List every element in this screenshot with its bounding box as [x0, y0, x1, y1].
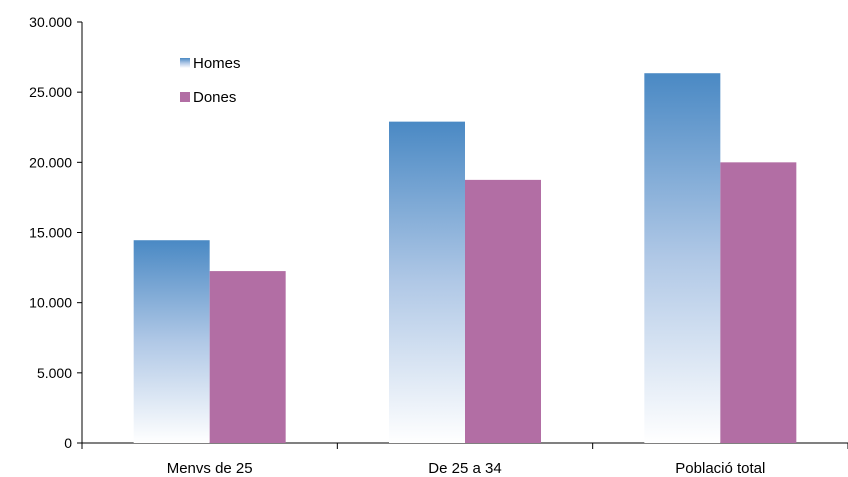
bar-homes-1 [389, 121, 465, 444]
bar-homes-0 [133, 240, 210, 443]
x-tick-label: Població total [675, 460, 765, 477]
legend-label: Homes [193, 55, 241, 72]
y-tick-label: 10.000 [29, 295, 72, 311]
y-tick-label: 0 [64, 435, 72, 451]
bars [133, 73, 797, 444]
bar-dones-1 [465, 179, 541, 443]
legend: Homes Dones [180, 55, 241, 106]
legend-label: Dones [193, 89, 236, 106]
y-tick-label: 20.000 [29, 154, 72, 170]
legend-swatch-dones [180, 92, 190, 102]
x-tick-label: De 25 a 34 [428, 460, 501, 477]
y-tick-label: 5.000 [37, 365, 72, 381]
y-tick-label: 25.000 [29, 84, 72, 100]
y-axis: 0 5.000 10.000 15.000 20.000 25.000 30.000 [29, 14, 83, 451]
x-axis: Menvs de 25 De 25 a 34 Població total [81, 442, 848, 477]
bar-dones-2 [720, 162, 797, 444]
x-tick-label: Menvs de 25 [167, 460, 253, 477]
legend-swatch-homes [180, 58, 190, 68]
bar-dones-0 [209, 271, 286, 443]
y-tick-label: 30.000 [29, 14, 72, 30]
bar-homes-2 [644, 73, 721, 443]
y-tick-label: 15.000 [29, 225, 72, 241]
